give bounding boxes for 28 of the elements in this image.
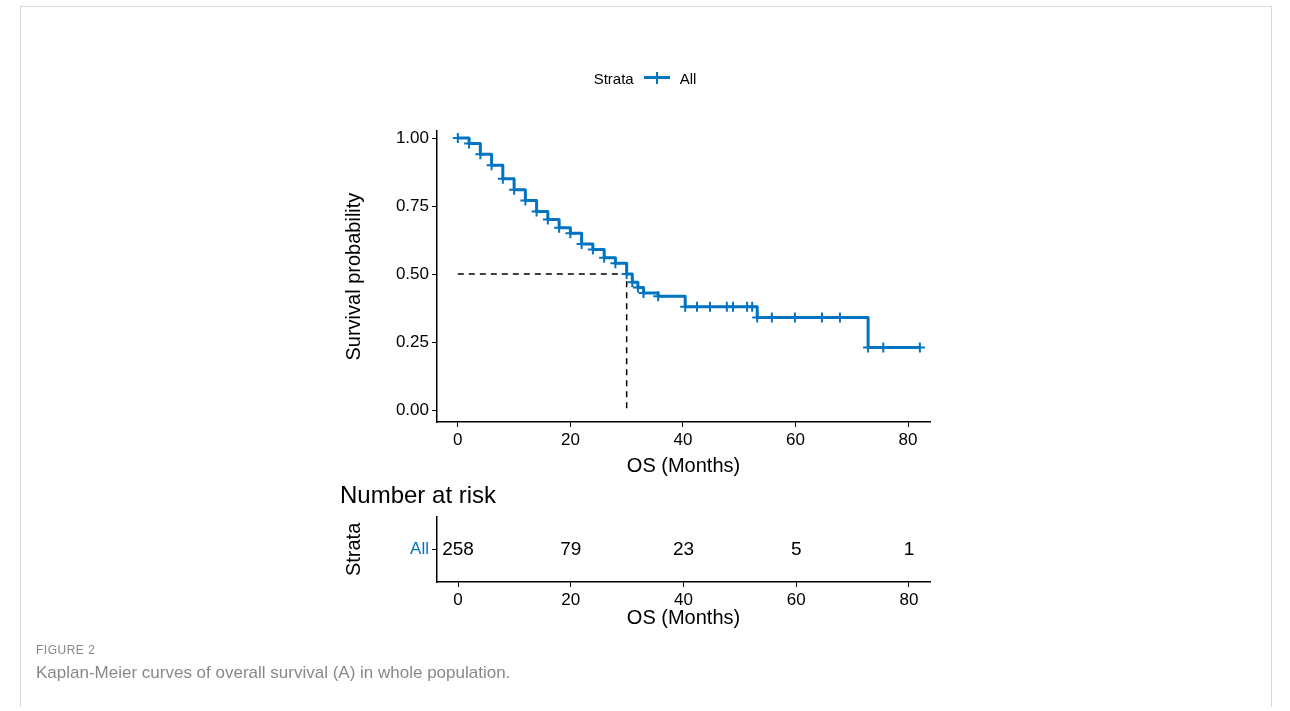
y-tick-label: 0.00 <box>395 399 429 419</box>
data-label: 1 <box>903 537 915 559</box>
y-tick-label: 1.00 <box>395 127 429 147</box>
x-tick-label: 80 <box>898 429 918 449</box>
x-tick-label: 20 <box>561 589 581 609</box>
x-tick-label: 60 <box>786 589 806 609</box>
x-axis-title: OS (Months) <box>626 453 741 476</box>
chart-title: Number at risk <box>340 481 498 509</box>
y-tick-label: 0.50 <box>395 263 429 283</box>
legend-label: All <box>679 69 697 87</box>
y-tick-label: 0.25 <box>395 331 429 351</box>
y-axis-title: Survival probability <box>341 192 364 361</box>
x-tick-label: 40 <box>673 429 693 449</box>
data-label: 23 <box>672 537 695 559</box>
x-tick-label: 0 <box>453 589 463 609</box>
x-tick-label: 20 <box>560 429 580 449</box>
caption: FIGURE 2 <box>36 643 97 657</box>
x-tick-label: 60 <box>786 429 805 449</box>
x-tick-label: 0 <box>453 429 463 449</box>
data-label: 5 <box>790 537 802 559</box>
x-tick-label: 80 <box>899 589 919 609</box>
legend-title: Strata <box>593 69 634 87</box>
data-label: 258 <box>442 537 474 559</box>
data-label: 79 <box>560 537 582 559</box>
y-axis-title: Strata <box>341 521 364 577</box>
text: Kaplan-Meier curves of overall survival (A) in whole population. <box>36 663 511 683</box>
y-tick-label: 0.75 <box>395 195 429 215</box>
y-tick-label: All <box>410 539 429 559</box>
